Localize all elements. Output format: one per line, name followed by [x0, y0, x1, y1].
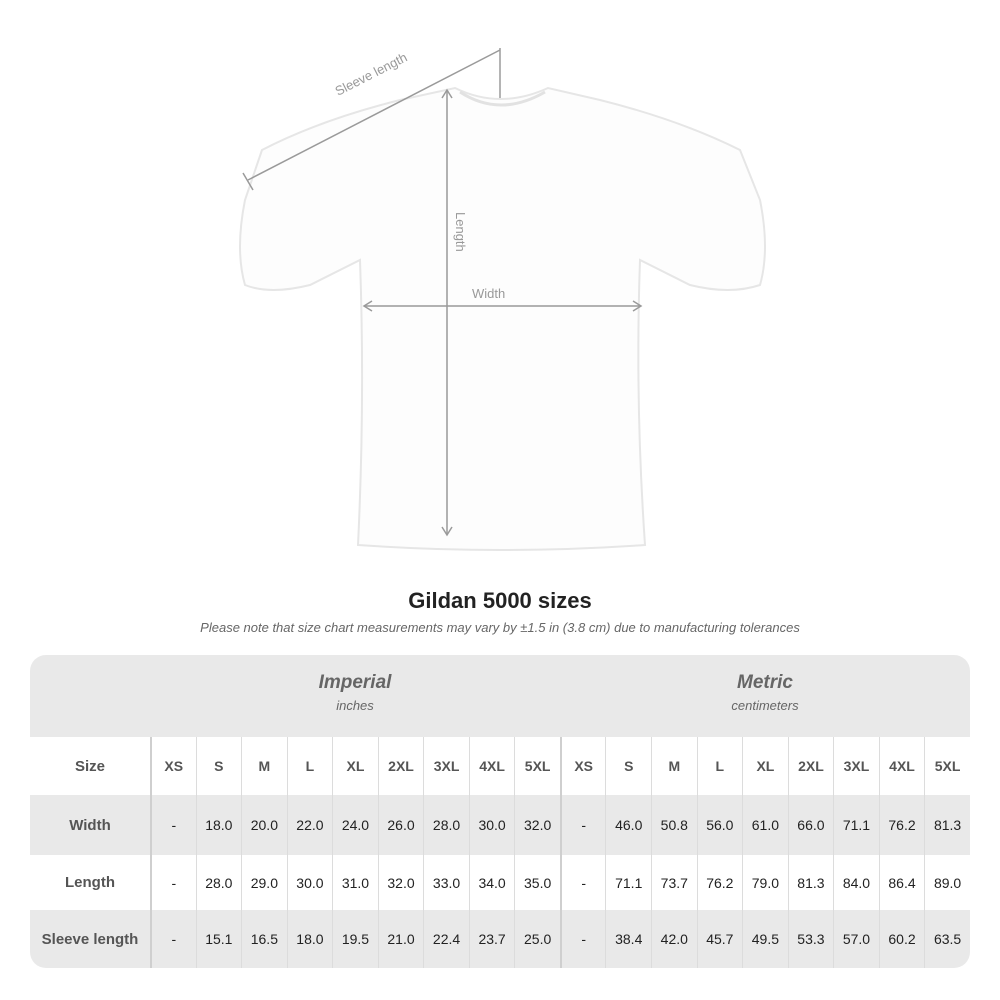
table-cell-imperial: 18.0	[286, 910, 333, 968]
table-cell-imperial: 25.0	[514, 910, 560, 968]
size-header-metric-5xl: 5XL	[924, 737, 970, 795]
table-cell-metric: -	[559, 910, 606, 968]
measurement-lines	[242, 48, 643, 537]
table-cell-imperial: 32.0	[514, 795, 560, 855]
tshirt-image	[239, 86, 766, 551]
size-header-metric-xl: XL	[742, 737, 788, 795]
metric-header: Metric centimeters	[560, 655, 970, 737]
table-cell-metric: 66.0	[787, 795, 834, 855]
row-label: Width	[69, 816, 111, 834]
size-header-metric-m: M	[651, 737, 697, 795]
table-cell-imperial: -	[150, 855, 196, 910]
table-cell-imperial: 21.0	[377, 910, 424, 968]
table-cell-metric: 71.1	[833, 795, 879, 855]
size-header-imperial-4xl: 4XL	[468, 737, 515, 795]
table-cell-metric: 61.0	[742, 795, 788, 855]
size-header-imperial-3xl: 3XL	[423, 737, 469, 795]
table-cell-metric: 84.0	[833, 855, 879, 910]
table-cell-metric: 60.2	[878, 910, 925, 968]
table-cell-metric: 42.0	[651, 910, 697, 968]
table-row: Length -28.0 29.0 30.0 31.0 32.0 33.0 34.0 35.0-…	[30, 855, 970, 910]
table-cell-metric: 76.2	[696, 855, 743, 910]
size-label: Size	[74, 757, 105, 775]
chart-title: Gildan 5000 sizes	[408, 588, 592, 613]
table-cell-imperial: 16.5	[241, 910, 287, 968]
table-cell-imperial: 28.0	[423, 795, 469, 855]
table-cell-imperial: 20.0	[241, 795, 287, 855]
table-cell-imperial: -	[150, 910, 196, 968]
size-header-row: Size XS S M L XL 2XL 3XL 4XL 5XL XS S M L XL 2XL 3XL 4XL…	[30, 737, 970, 795]
table-cell-imperial: 24.0	[332, 795, 378, 855]
size-table: Imperial inches Metric centimeters Size …	[30, 655, 970, 968]
table-cell-imperial: 28.0	[195, 855, 242, 910]
size-header-imperial-2xl: 2XL	[377, 737, 424, 795]
imperial-unit: inches	[336, 698, 374, 713]
size-header-imperial-xs: XS	[150, 737, 196, 795]
table-cell-metric: 53.3	[787, 910, 834, 968]
table-row: Sleeve length -15.1 16.5 18.0 19.5 21.0 22.4 23…	[30, 910, 970, 968]
table-cell-imperial: 35.0	[514, 855, 560, 910]
table-cell-imperial: 34.0	[468, 855, 515, 910]
imperial-header: Imperial inches	[150, 655, 560, 737]
size-header-imperial-l: L	[286, 737, 333, 795]
table-cell-imperial: 33.0	[423, 855, 469, 910]
size-header-metric-3xl: 3XL	[833, 737, 879, 795]
metric-heading: Metric	[737, 672, 793, 693]
width-label: Width	[472, 286, 505, 301]
table-cell-metric: 56.0	[696, 795, 743, 855]
size-header-metric-2xl: 2XL	[787, 737, 834, 795]
table-cell-metric: 71.1	[605, 855, 651, 910]
size-header-imperial-xl: XL	[332, 737, 378, 795]
table-cell-metric: 89.0	[924, 855, 970, 910]
table-cell-imperial: 15.1	[195, 910, 242, 968]
table-cell-metric: -	[559, 855, 606, 910]
table-cell-metric: 38.4	[605, 910, 651, 968]
table-cell-imperial: 19.5	[332, 910, 378, 968]
table-cell-imperial: 29.0	[241, 855, 287, 910]
table-cell-imperial: -	[150, 795, 196, 855]
imperial-heading: Imperial	[318, 672, 392, 693]
table-cell-metric: 63.5	[924, 910, 970, 968]
tolerance-note: Please note that size chart measurements…	[200, 620, 800, 635]
size-header-imperial-5xl: 5XL	[514, 737, 560, 795]
row-label: Sleeve length	[41, 930, 139, 948]
size-header-imperial-m: M	[241, 737, 287, 795]
table-cell-metric: -	[559, 795, 606, 855]
table-cell-imperial: 30.0	[286, 855, 333, 910]
table-cell-metric: 81.3	[787, 855, 834, 910]
size-header-metric-l: L	[696, 737, 743, 795]
sleeve-length-label: Sleeve length	[333, 50, 410, 99]
size-header-imperial-s: S	[195, 737, 242, 795]
table-cell-imperial: 26.0	[377, 795, 424, 855]
table-cell-metric: 76.2	[878, 795, 925, 855]
table-cell-metric: 45.7	[696, 910, 743, 968]
table-cell-metric: 57.0	[833, 910, 879, 968]
size-header-metric-4xl: 4XL	[878, 737, 925, 795]
size-header-metric-xs: XS	[559, 737, 606, 795]
table-cell-metric: 86.4	[878, 855, 925, 910]
table-row: Width -18.0 20.0 22.0 24.0 26.0 28.0 30.0 32.0-4…	[30, 795, 970, 855]
table-cell-imperial: 32.0	[377, 855, 424, 910]
table-cell-metric: 79.0	[742, 855, 788, 910]
metric-unit: centimeters	[731, 698, 799, 713]
table-cell-imperial: 23.7	[468, 910, 515, 968]
table-cell-metric: 50.8	[651, 795, 697, 855]
length-label: Length	[453, 212, 468, 252]
table-cell-metric: 49.5	[742, 910, 788, 968]
table-cell-metric: 46.0	[605, 795, 651, 855]
table-cell-imperial: 22.4	[423, 910, 469, 968]
table-cell-metric: 73.7	[651, 855, 697, 910]
size-header-metric-s: S	[605, 737, 651, 795]
table-cell-imperial: 31.0	[332, 855, 378, 910]
table-cell-imperial: 30.0	[468, 795, 515, 855]
row-label: Length	[65, 874, 115, 891]
table-cell-imperial: 22.0	[286, 795, 333, 855]
table-cell-imperial: 18.0	[195, 795, 242, 855]
tshirt-diagram: Sleeve length Length Width	[239, 48, 766, 551]
table-cell-metric: 81.3	[924, 795, 970, 855]
